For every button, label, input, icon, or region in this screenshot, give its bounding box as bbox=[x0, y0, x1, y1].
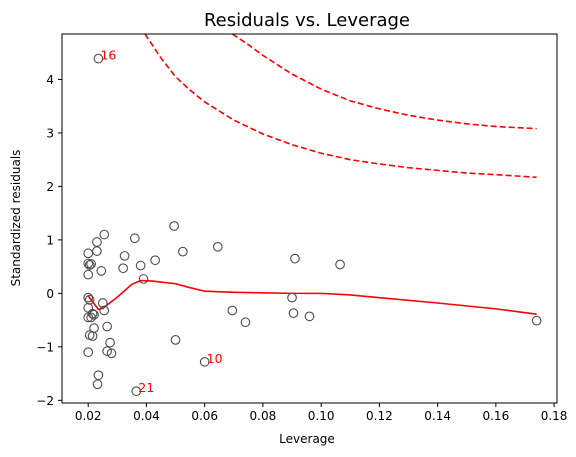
x-tick-label: 0.12 bbox=[366, 409, 393, 423]
data-point bbox=[131, 386, 142, 397]
data-point bbox=[106, 348, 117, 359]
y-tick-label: 2 bbox=[46, 180, 54, 194]
data-point bbox=[227, 305, 238, 316]
data-point bbox=[83, 269, 94, 280]
data-point bbox=[304, 311, 315, 322]
data-point bbox=[290, 253, 300, 264]
data-point bbox=[118, 263, 128, 274]
data-point bbox=[105, 337, 115, 348]
x-tick-label: 0.14 bbox=[424, 409, 451, 423]
data-point bbox=[87, 331, 98, 342]
data-point bbox=[92, 246, 102, 256]
data-point bbox=[84, 260, 95, 270]
y-tick-label: 0 bbox=[46, 287, 54, 301]
x-tick-label: 0.16 bbox=[482, 409, 509, 423]
cooks-distance-line bbox=[144, 34, 537, 179]
data-point bbox=[177, 246, 188, 257]
data-point bbox=[99, 305, 110, 316]
data-point bbox=[531, 315, 542, 326]
data-point bbox=[92, 237, 102, 247]
data-point bbox=[102, 346, 112, 356]
data-point bbox=[129, 233, 140, 244]
y-tick-label: 3 bbox=[46, 126, 54, 140]
data-point bbox=[97, 298, 108, 308]
data-point bbox=[87, 308, 98, 319]
data-point bbox=[119, 251, 130, 261]
x-tick-label: 0.04 bbox=[133, 409, 160, 423]
plot-frame bbox=[61, 33, 558, 404]
y-tick-label: 1 bbox=[46, 233, 54, 247]
chart-title: Residuals vs. Leverage bbox=[204, 10, 410, 31]
x-tick-label: 0.08 bbox=[250, 409, 277, 423]
point-annotation: 21 bbox=[138, 380, 154, 395]
point-annotation: 16 bbox=[100, 48, 116, 63]
data-point bbox=[170, 335, 181, 345]
data-point bbox=[150, 255, 161, 266]
data-point bbox=[135, 260, 146, 271]
data-point bbox=[83, 248, 94, 259]
data-point bbox=[99, 229, 110, 240]
data-point bbox=[86, 259, 96, 269]
data-point bbox=[83, 347, 94, 358]
cooks-distance-line bbox=[231, 34, 537, 130]
data-point bbox=[240, 317, 251, 328]
x-tick-label: 0.02 bbox=[75, 409, 102, 423]
y-tick-label: −1 bbox=[36, 340, 54, 354]
y-tick-label: 4 bbox=[46, 73, 54, 87]
x-tick-label: 0.18 bbox=[541, 409, 568, 423]
x-tick-label: 0.10 bbox=[308, 409, 335, 423]
data-point bbox=[92, 379, 103, 390]
lowess-smooth-line bbox=[87, 279, 537, 316]
data-point bbox=[83, 292, 94, 303]
data-point bbox=[89, 309, 99, 320]
data-point bbox=[96, 266, 107, 276]
data-point bbox=[287, 292, 297, 303]
plot-area: 16 10 21 bbox=[83, 34, 542, 397]
y-tick-label: −2 bbox=[36, 394, 54, 408]
data-point bbox=[212, 241, 223, 252]
data-point bbox=[93, 370, 104, 381]
data-point bbox=[93, 53, 104, 64]
x-tick-label: 0.06 bbox=[191, 409, 218, 423]
axes: 0.02 0.04 0.06 0.08 0.10 0.12 0.14 0.16 0.18 −2 −1… bbox=[36, 33, 568, 423]
point-annotation: 10 bbox=[207, 351, 223, 366]
y-axis-label: Standardized residuals bbox=[9, 150, 23, 287]
data-point bbox=[199, 356, 210, 367]
data-point bbox=[335, 259, 345, 270]
x-axis-label: Leverage bbox=[279, 432, 335, 446]
data-point bbox=[102, 321, 112, 332]
data-point bbox=[288, 308, 299, 319]
plot-clip-group: 16 10 21 bbox=[83, 34, 542, 397]
data-point bbox=[169, 221, 179, 231]
data-point bbox=[138, 274, 149, 284]
